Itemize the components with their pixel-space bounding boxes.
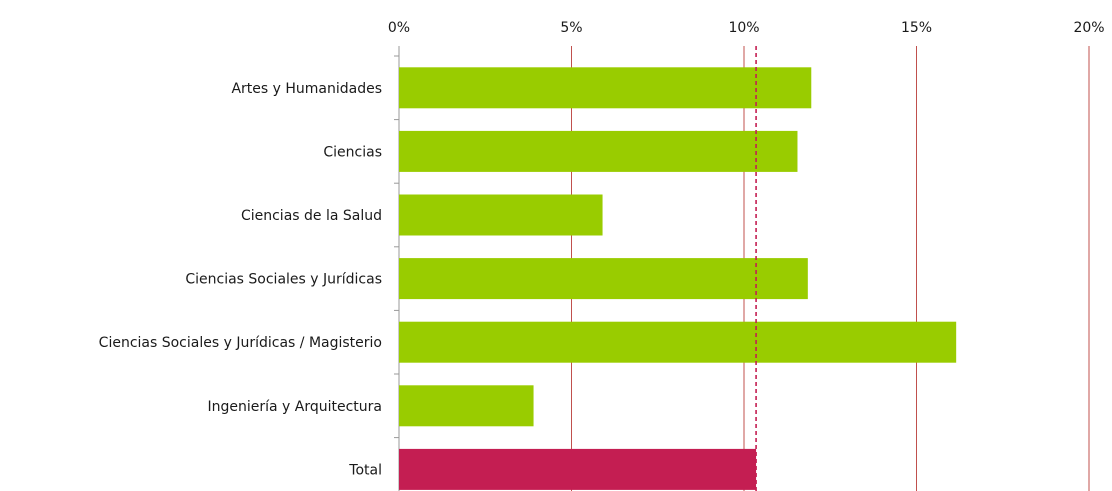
x-tick-label: 10% (728, 20, 759, 36)
category-label: Total (348, 462, 382, 478)
bar-ciencias (399, 130, 798, 172)
category-label: Artes y Humanidades (231, 81, 382, 97)
bar-ingenier-a-y-arquitectura (399, 385, 534, 427)
bar-total (399, 448, 757, 490)
bar-ciencias-de-la-salud (399, 194, 603, 236)
x-tick-label: 20% (1073, 20, 1104, 36)
x-tick-label: 15% (901, 20, 932, 36)
category-label: Ingeniería y Arquitectura (207, 399, 382, 415)
x-tick-label: 0% (388, 20, 410, 36)
x-tick-label: 5% (560, 20, 582, 36)
category-label: Ciencias (323, 144, 382, 160)
category-label: Ciencias Sociales y Jurídicas / Magister… (99, 335, 382, 351)
bar-artes-y-humanidades (399, 67, 812, 109)
bar-ciencias-sociales-y-jur-dicas-magisterio (399, 321, 957, 363)
category-label: Ciencias Sociales y Jurídicas (185, 272, 382, 288)
category-label: Ciencias de la Salud (241, 208, 382, 224)
bar-ciencias-sociales-y-jur-dicas (399, 258, 808, 300)
